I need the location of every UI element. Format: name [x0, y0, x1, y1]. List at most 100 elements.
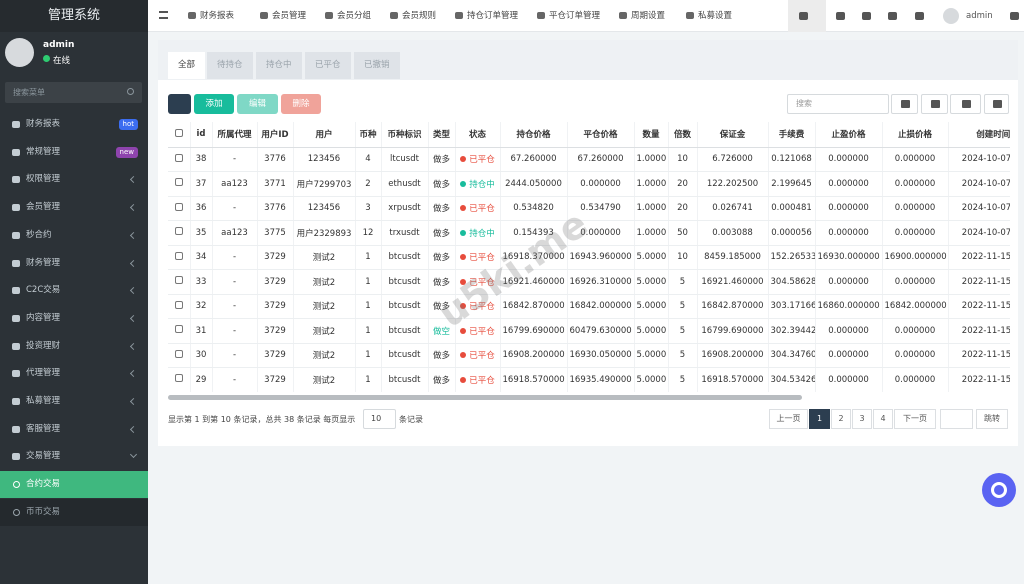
edit-button[interactable]: 编辑 [237, 94, 278, 114]
checkbox[interactable] [174, 251, 183, 260]
cell: 2022-11-15 15 [947, 343, 1010, 368]
settings-icon[interactable] [1010, 12, 1019, 20]
delete-button[interactable]: 删除 [281, 94, 321, 114]
cell: 16930.050000 [566, 343, 634, 368]
tool-button[interactable] [921, 94, 948, 114]
table-search[interactable]: 搜索 [787, 94, 889, 114]
cell: 0.000000 [881, 196, 948, 221]
menu-item[interactable]: 财务报表 hot [0, 111, 148, 138]
page-button[interactable]: 下一页 [894, 409, 936, 429]
checkbox[interactable] [174, 325, 183, 334]
trash-icon[interactable] [862, 12, 871, 20]
menu-item[interactable]: 投资理财 [0, 333, 148, 360]
table-wrap: id 所属代理 用户ID 用户 币种 币种标识 类型 状态 持仓价格 平仓价格 数量 倍数 保证金 手续费… [168, 122, 1010, 392]
cell: 做多 [427, 245, 455, 270]
add-button[interactable]: 添加 [194, 94, 234, 114]
checkbox[interactable] [174, 349, 183, 358]
cell: 5 [667, 343, 697, 368]
user-name: admin [43, 40, 75, 50]
checkbox[interactable] [174, 276, 183, 285]
tool-button[interactable] [984, 94, 1009, 114]
nav-tab[interactable]: 持仓订单管理 [455, 0, 518, 32]
submenu-label: 币币交易 [26, 506, 61, 517]
menu-badge: hot [118, 119, 138, 130]
menu-icon [12, 121, 20, 128]
top-user[interactable]: admin [966, 11, 993, 21]
checkbox[interactable] [174, 374, 183, 383]
menu-item[interactable]: 私募管理 [0, 388, 148, 415]
tool-icon [992, 100, 1002, 108]
table-row[interactable]: 31-3729 测试2 1 btcusdt 做空 已平仓 16799.690000 60479… [168, 318, 1010, 344]
chat-button[interactable] [982, 473, 1016, 507]
status-cell: 已平仓 [454, 147, 500, 172]
page-button[interactable]: 3 [852, 409, 872, 429]
menu-item[interactable]: 财务管理 [0, 250, 148, 277]
table-row[interactable]: 35 aa123 3775 用户2329893 12 trxusdt 做多 持仓中 0.1543… [168, 220, 1010, 246]
menu-item[interactable]: 权限管理 [0, 166, 148, 193]
table-row[interactable]: 30-3729 测试2 1 btcusdt 做多 已平仓 16908.200000 16930… [168, 343, 1010, 368]
fullscreen-icon[interactable] [915, 12, 924, 20]
menu-item[interactable]: 秒合约 [0, 222, 148, 249]
tool-button[interactable] [950, 94, 981, 114]
nav-tab[interactable]: 会员规则 [390, 0, 436, 32]
checkbox[interactable] [174, 300, 183, 309]
submenu-item[interactable]: 币币交易 [0, 498, 148, 526]
filter-tab[interactable]: 已撤销 [354, 52, 400, 79]
dropdown-toggle[interactable] [788, 0, 826, 32]
cell: 0.534820 [499, 196, 567, 221]
cell: 做多 [427, 196, 455, 221]
table-row[interactable]: 38-3776 123456 4 ltcusdt 做多 已平仓 67.260000 67.26… [168, 147, 1010, 172]
nav-tab[interactable]: 私募设置 [686, 0, 732, 32]
nav-tab[interactable]: 会员管理 [260, 0, 306, 32]
checkbox[interactable] [174, 153, 183, 162]
cell: 5.0000 [633, 318, 668, 344]
jump-button[interactable]: 跳转 [976, 409, 1008, 429]
cell: 0.000000 [814, 367, 882, 392]
table-row[interactable]: 34-3729 测试2 1 btcusdt 做多 已平仓 16918.370000 16943… [168, 245, 1010, 270]
table-row[interactable]: 36-3776 123456 3 xrpusdt 做多 已平仓 0.534820 0.5347… [168, 196, 1010, 221]
filter-tab[interactable]: 全部 [168, 52, 206, 79]
tool-button[interactable] [891, 94, 918, 114]
checkbox[interactable] [174, 227, 183, 236]
menu-item[interactable]: 常规管理 new [0, 139, 148, 166]
filter-tab[interactable]: 已平仓 [305, 52, 351, 79]
cell: 测试2 [292, 343, 355, 368]
page-button[interactable]: 上一页 [769, 409, 808, 429]
jump-input[interactable] [940, 409, 973, 429]
home-icon[interactable] [836, 12, 845, 20]
menu-toggle[interactable] [159, 11, 168, 19]
table-row[interactable]: 37 aa123 3771 用户7299703 2 ethusdt 做多 持仓中 2444.05… [168, 171, 1010, 197]
page-button[interactable]: 1 [809, 409, 830, 429]
checkbox[interactable] [174, 178, 183, 187]
page-button[interactable]: 4 [873, 409, 893, 429]
nav-tab[interactable]: 周期设置 [619, 0, 665, 32]
cell: trxusdt [380, 220, 428, 246]
menu-item[interactable]: 交易管理 [0, 443, 148, 470]
cell: 36 [189, 196, 212, 221]
menu-item[interactable]: 客服管理 [0, 416, 148, 443]
nav-tab[interactable]: 会员分组 [325, 0, 371, 32]
menu-item[interactable]: 内容管理 [0, 305, 148, 332]
page-size[interactable]: 10 [363, 409, 396, 429]
table-row[interactable]: 33-3729 测试2 1 btcusdt 做多 已平仓 16921.460000 16926… [168, 269, 1010, 295]
cell: 做多 [427, 171, 455, 197]
menu-item[interactable]: C2C交易 [0, 277, 148, 304]
cell: 16935.490000 [566, 367, 634, 392]
cell: 测试2 [292, 367, 355, 392]
menu-item[interactable]: 会员管理 [0, 194, 148, 221]
submenu-item[interactable]: 合约交易 [0, 471, 148, 499]
lang-icon[interactable] [888, 12, 897, 20]
menu-item[interactable]: 代理管理 [0, 360, 148, 387]
refresh-button[interactable] [168, 94, 191, 114]
page-button[interactable]: 2 [831, 409, 851, 429]
menu-chevron [129, 204, 138, 212]
filter-tab[interactable]: 持仓中 [256, 52, 302, 79]
nav-tab[interactable]: 平仓订单管理 [537, 0, 600, 32]
table-row[interactable]: 32-3729 测试2 1 btcusdt 做多 已平仓 16842.870000 16842… [168, 294, 1010, 319]
checkbox[interactable] [174, 202, 183, 211]
menu-search[interactable]: 搜索菜单 [5, 82, 142, 103]
table-row[interactable]: 29-3729 测试2 1 btcusdt 做多 已平仓 16918.570000 16935… [168, 367, 1010, 392]
filter-tab[interactable]: 待持仓 [207, 52, 253, 79]
tool-icon [961, 100, 971, 108]
nav-tab[interactable]: 财务报表 [188, 0, 234, 32]
